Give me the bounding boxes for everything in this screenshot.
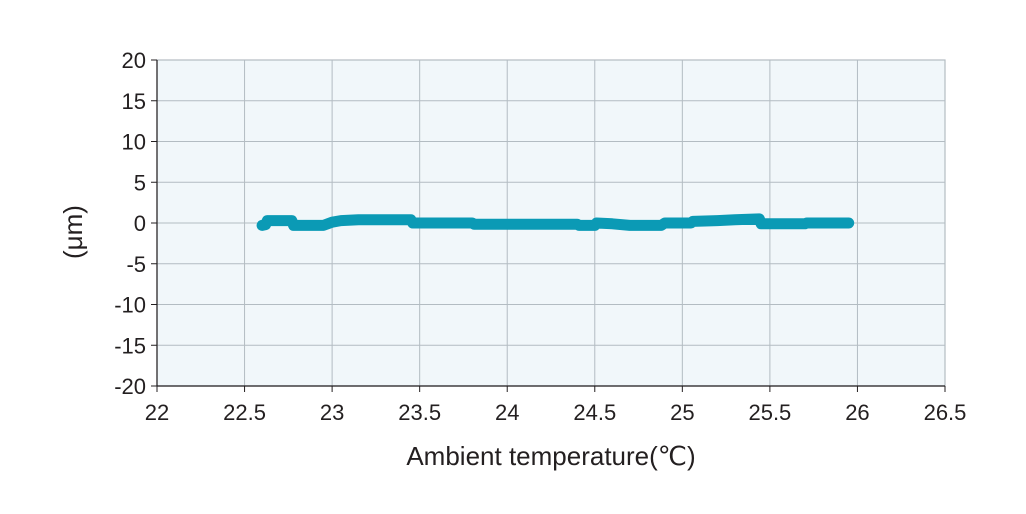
x-tick-label: 25 xyxy=(670,400,694,425)
y-tick-label: 20 xyxy=(122,48,146,73)
y-tick-label: 10 xyxy=(122,130,146,155)
x-tick-label: 26 xyxy=(845,400,869,425)
x-tick-label: 22.5 xyxy=(223,400,266,425)
x-tick-label: 23.5 xyxy=(398,400,441,425)
x-axis-ticks: 22 22.5 23 23.5 24 24.5 25 25.5 26 26.5 xyxy=(145,385,967,425)
y-tick-label: -10 xyxy=(114,293,146,318)
y-tick-label: 15 xyxy=(122,89,146,114)
y-tick-label: -20 xyxy=(114,374,146,399)
x-tick-label: 22 xyxy=(145,400,169,425)
y-axis-title: (μm) xyxy=(58,205,88,259)
x-tick-label: 25.5 xyxy=(748,400,791,425)
y-tick-label: -15 xyxy=(114,333,146,358)
x-tick-label: 23 xyxy=(320,400,344,425)
x-tick-label: 24.5 xyxy=(573,400,616,425)
y-tick-label: 5 xyxy=(134,170,146,195)
y-tick-label: 0 xyxy=(134,211,146,236)
y-axis-ticks: 20 15 10 5 0 -5 -10 -15 -20 xyxy=(114,48,158,399)
series-group xyxy=(256,213,855,231)
y-tick-label: -5 xyxy=(126,252,146,277)
series-line-0 xyxy=(256,213,855,231)
x-axis-title: Ambient temperature(℃) xyxy=(406,441,695,471)
x-tick-label: 24 xyxy=(495,400,519,425)
x-tick-label: 26.5 xyxy=(924,400,967,425)
